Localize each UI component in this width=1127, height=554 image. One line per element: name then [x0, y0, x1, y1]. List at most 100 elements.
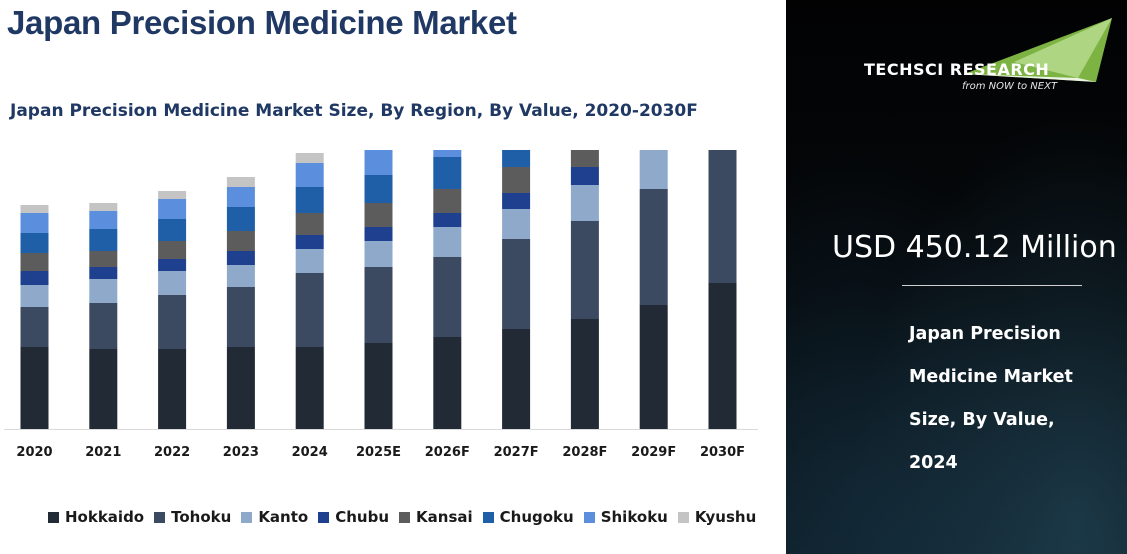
bar-segment-tohoku: [89, 303, 118, 349]
x-tick-label: 2022: [154, 445, 190, 460]
bar-segment-hokkaido: [20, 347, 49, 429]
legend-swatch: [583, 511, 595, 523]
bar-segment-kyushu: [89, 203, 118, 211]
chart-title: Japan Precision Medicine Market Size, By…: [10, 101, 698, 121]
bar-segment-kansai: [20, 253, 49, 271]
legend-swatch: [48, 511, 59, 523]
bar-segment-kanto: [89, 279, 118, 303]
bar-segment-kanto: [364, 241, 393, 267]
legend-swatch: [677, 511, 689, 523]
desc-line: Medicine Market: [909, 367, 1073, 387]
x-tick-label: 2025E: [356, 445, 401, 460]
chart-legend: Hokkaido Tohoku Kanto Chubu Kansai Chugoku Shi…: [48, 508, 756, 526]
bar-segment-kansai: [433, 189, 462, 213]
bar-segment-hokkaido: [502, 329, 531, 429]
bar-segment-tohoku: [502, 239, 531, 329]
bar-segment-kansai: [364, 203, 393, 227]
legend-label: Tohoku: [171, 508, 232, 526]
bar-segment-chubu: [570, 167, 599, 185]
bar-segment-kanto: [20, 285, 49, 307]
bar-segment-hokkaido: [570, 319, 599, 429]
bar-segment-kanto: [295, 249, 324, 273]
bar-segment-kansai: [502, 167, 531, 193]
bar-segment-kansai: [226, 231, 255, 251]
bar-segment-hokkaido: [364, 343, 393, 429]
legend-label: Kanto: [258, 508, 309, 526]
bar-segment-tohoku: [295, 273, 324, 347]
bar-segment-kansai: [158, 241, 187, 259]
legend-item-shikoku: Shikoku: [583, 508, 668, 526]
bar-segment-chugoku: [433, 157, 462, 189]
bar-segment-kanto: [639, 150, 668, 189]
bar-segment-chubu: [226, 251, 255, 265]
divider: [902, 285, 1082, 286]
x-tick-label: 2024: [292, 445, 328, 460]
legend-label: Chugoku: [499, 508, 574, 526]
bar-segment-kansai: [295, 213, 324, 235]
legend-item-kanto: Kanto: [241, 508, 308, 526]
bar-segment-hokkaido: [639, 305, 668, 429]
bar-segment-shikoku: [433, 150, 462, 157]
bar-segment-tohoku: [20, 307, 49, 347]
bar-segment-tohoku: [433, 257, 462, 337]
bar-segment-kyushu: [295, 153, 324, 163]
x-tick-label: 2026F: [425, 445, 470, 460]
logo-swoosh-icon: [964, 18, 1112, 82]
legend-item-chugoku: Chugoku: [482, 508, 574, 526]
market-value: USD 450.12 Million: [832, 230, 1117, 265]
bar-segment-chugoku: [502, 150, 531, 167]
legend-label: Kansai: [416, 508, 473, 526]
bar-segment-tohoku: [364, 267, 393, 343]
bar-segment-chugoku: [89, 229, 118, 251]
bar-segment-shikoku: [89, 211, 118, 229]
bar-segment-chubu: [89, 267, 118, 279]
bar-segment-hokkaido: [433, 337, 462, 429]
bar-segment-chugoku: [158, 219, 187, 241]
bar-segment-tohoku: [708, 150, 737, 283]
bar-segment-kanto: [433, 227, 462, 257]
bar-segment-hokkaido: [158, 349, 187, 429]
bar-segment-shikoku: [364, 150, 393, 175]
bar-segment-hokkaido: [295, 347, 324, 429]
desc-line: Size, By Value,: [909, 410, 1055, 430]
bar-segment-hokkaido: [226, 347, 255, 429]
bar-segment-chugoku: [20, 233, 49, 253]
legend-label: Hokkaido: [65, 508, 145, 526]
bar-segment-shikoku: [158, 199, 187, 219]
legend-swatch: [154, 511, 166, 523]
legend-item-tohoku: Tohoku: [154, 508, 231, 526]
desc-line: 2024: [909, 453, 958, 473]
bar-segment-tohoku: [158, 295, 187, 349]
bar-segment-chubu: [20, 271, 49, 285]
side-panel: TECHSCI RESEARCH from NOW to NEXT USD 45…: [786, 0, 1127, 554]
legend-label: Chubu: [335, 508, 390, 526]
page-title: Japan Precision Medicine Market: [7, 4, 517, 41]
brand-name: TECHSCI RESEARCH: [864, 60, 1050, 79]
legend-label: Shikoku: [600, 508, 668, 526]
bar-segment-kanto: [158, 271, 187, 295]
legend-item-kansai: Kansai: [399, 508, 473, 526]
bar-segment-tohoku: [639, 189, 668, 305]
bar-segment-kanto: [502, 209, 531, 239]
bar-segment-tohoku: [570, 221, 599, 319]
bar-segment-chubu: [364, 227, 393, 241]
bar-segment-chubu: [502, 193, 531, 209]
bar-segment-shikoku: [226, 187, 255, 207]
bar-segment-kyushu: [226, 177, 255, 187]
bar-segment-tohoku: [226, 287, 255, 347]
legend-swatch: [399, 511, 411, 523]
bar-segment-chubu: [295, 235, 324, 249]
bar-segment-chugoku: [295, 187, 324, 213]
bar-segment-chubu: [158, 259, 187, 271]
bar-segment-chugoku: [364, 175, 393, 203]
x-tick-label: 2028F: [562, 445, 607, 460]
market-value-description: Japan Precision Medicine Market Size, By…: [909, 313, 1109, 485]
legend-swatch: [241, 511, 253, 523]
brand-tagline: from NOW to NEXT: [962, 81, 1058, 92]
legend-item-chubu: Chubu: [318, 508, 389, 526]
legend-swatch: [482, 511, 494, 523]
legend-swatch: [318, 511, 330, 523]
bar-segment-kanto: [570, 185, 599, 221]
techsci-logo: TECHSCI RESEARCH from NOW to NEXT: [864, 16, 1114, 96]
bar-segment-chugoku: [226, 207, 255, 231]
